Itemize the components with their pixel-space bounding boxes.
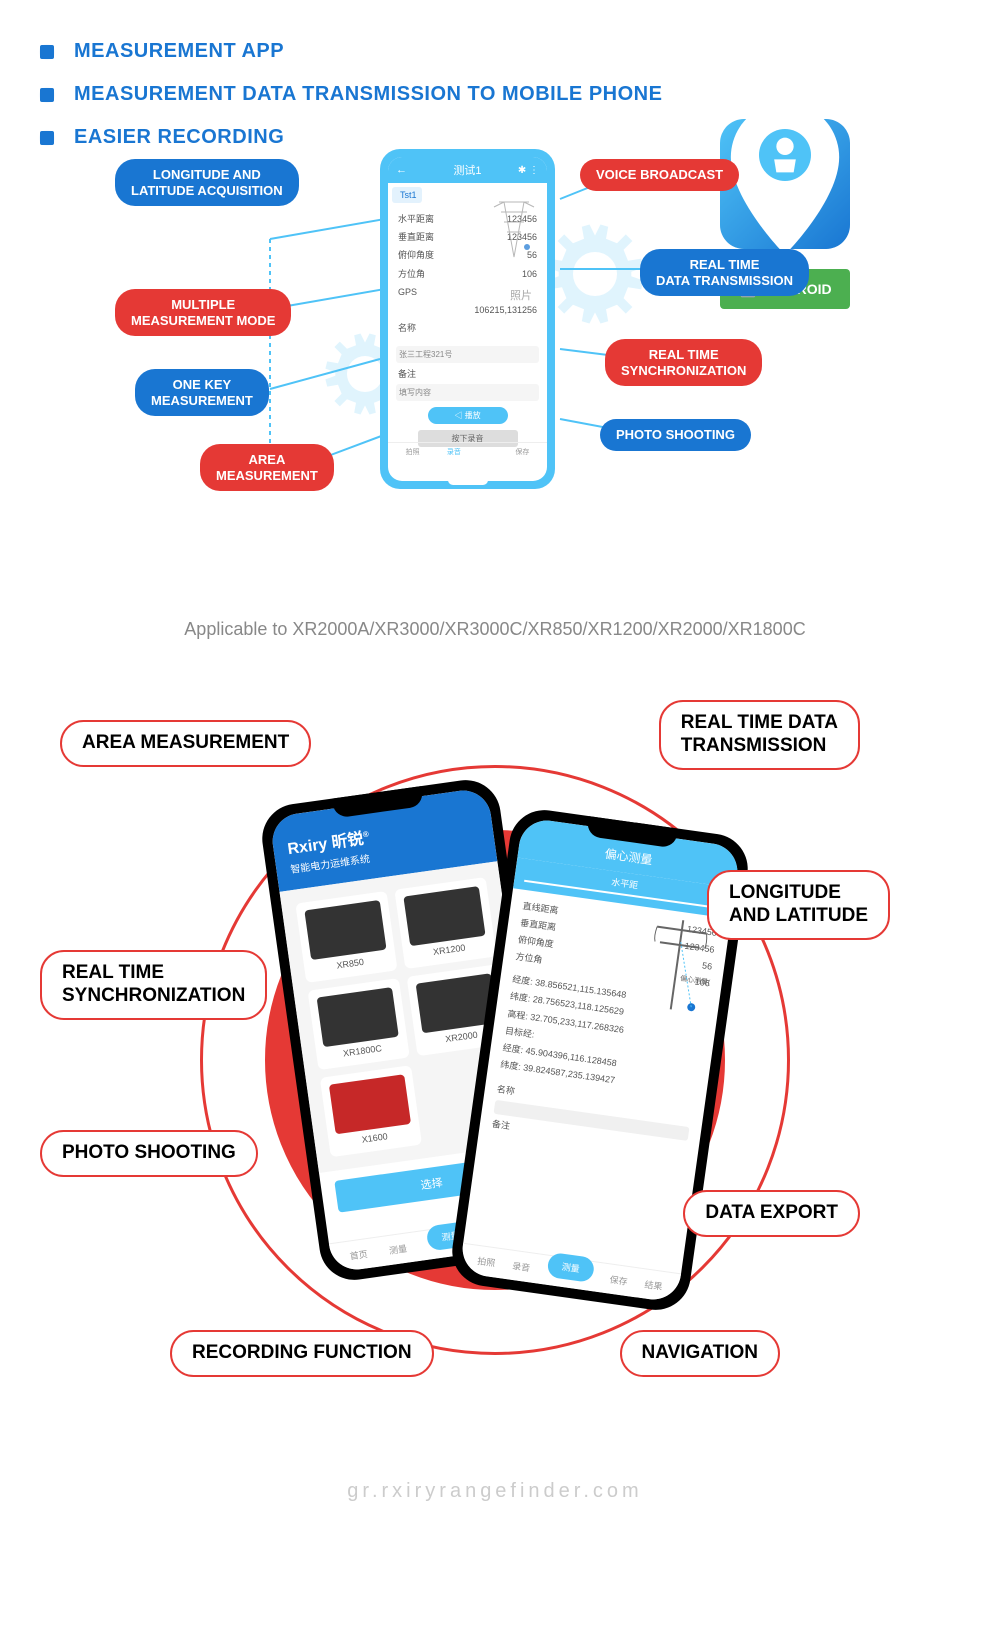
bullet-icon [40,131,54,145]
feature-longitude-latitude: LONGITUDE AND LATITUDE [707,870,890,940]
feature-multiple-measurement: MULTIPLE MEASUREMENT MODE [115,289,291,336]
feature-longitude-latitude: LONGITUDE AND LATITUDE ACQUISITION [115,159,299,206]
device-item: XR1200 [394,877,496,969]
feature-area-measurement: AREA MEASUREMENT [200,444,334,491]
tower-illustration [489,197,539,267]
feature-area-measurement: AREA MEASUREMENT [60,720,311,767]
bullet-icon [40,45,54,59]
feature-realtime-sync: REAL TIME SYNCHRONIZATION [605,339,762,386]
feature-recording-function: RECORDING FUNCTION [170,1330,434,1377]
play-button: ◁ 播放 [428,407,508,424]
feature-one-key: ONE KEY MEASUREMENT [135,369,269,416]
phone-screen: 测试1 Tst1 水平距离123456 垂直距离123456 俯仰角度56 方位… [388,157,547,481]
bullet-text: EASIER RECORDING [74,126,284,149]
phone-bottom-nav: 拍照 录音 保存 [388,442,547,461]
watermark-text: gr.rxiryrangefinder.com [0,1460,990,1523]
note-input: 填写内容 [396,384,539,401]
phone-home-button [448,475,488,485]
device-item: XR850 [295,891,397,983]
bullet-item: MEASUREMENT APP [40,40,950,63]
phone-app-header: 测试1 [388,157,547,183]
feature-photo-shooting: PHOTO SHOOTING [40,1130,258,1177]
feature-voice-broadcast: VOICE BROADCAST [580,159,739,191]
device-item: XR1800C [308,978,410,1070]
feature-photo-shooting: PHOTO SHOOTING [600,419,751,451]
top-infographic-section: ANDROID 测试1 Tst1 水平距离123456 [40,159,950,579]
bottom-infographic-section: Rxiry 昕锐® 智能电力运维系统 XR850 XR1200 XR1800C … [40,700,950,1420]
photo-label: 照片 [510,287,532,303]
feature-realtime-data: REAL TIME DATA TRANSMISSION [640,249,809,296]
device-item: X1600 [320,1065,422,1157]
bullet-text: MEASUREMENT APP [74,40,284,63]
note-label: 备注 [388,367,547,380]
feature-realtime-data: REAL TIME DATA TRANSMISSION [659,700,860,770]
feature-data-export: DATA EXPORT [683,1190,860,1237]
applicable-models-text: Applicable to XR2000A/XR3000/XR3000C/XR8… [40,619,950,640]
bullet-icon [40,88,54,102]
feature-realtime-sync: REAL TIME SYNCHRONIZATION [40,950,267,1020]
name-input: 张三工程321号 [396,346,539,363]
phone-tab: Tst1 [392,187,422,203]
bullet-text: MEASUREMENT DATA TRANSMISSION TO MOBILE … [74,83,662,106]
phone-mockup-center: 测试1 Tst1 水平距离123456 垂直距离123456 俯仰角度56 方位… [380,149,555,489]
feature-navigation: NAVIGATION [620,1330,780,1377]
